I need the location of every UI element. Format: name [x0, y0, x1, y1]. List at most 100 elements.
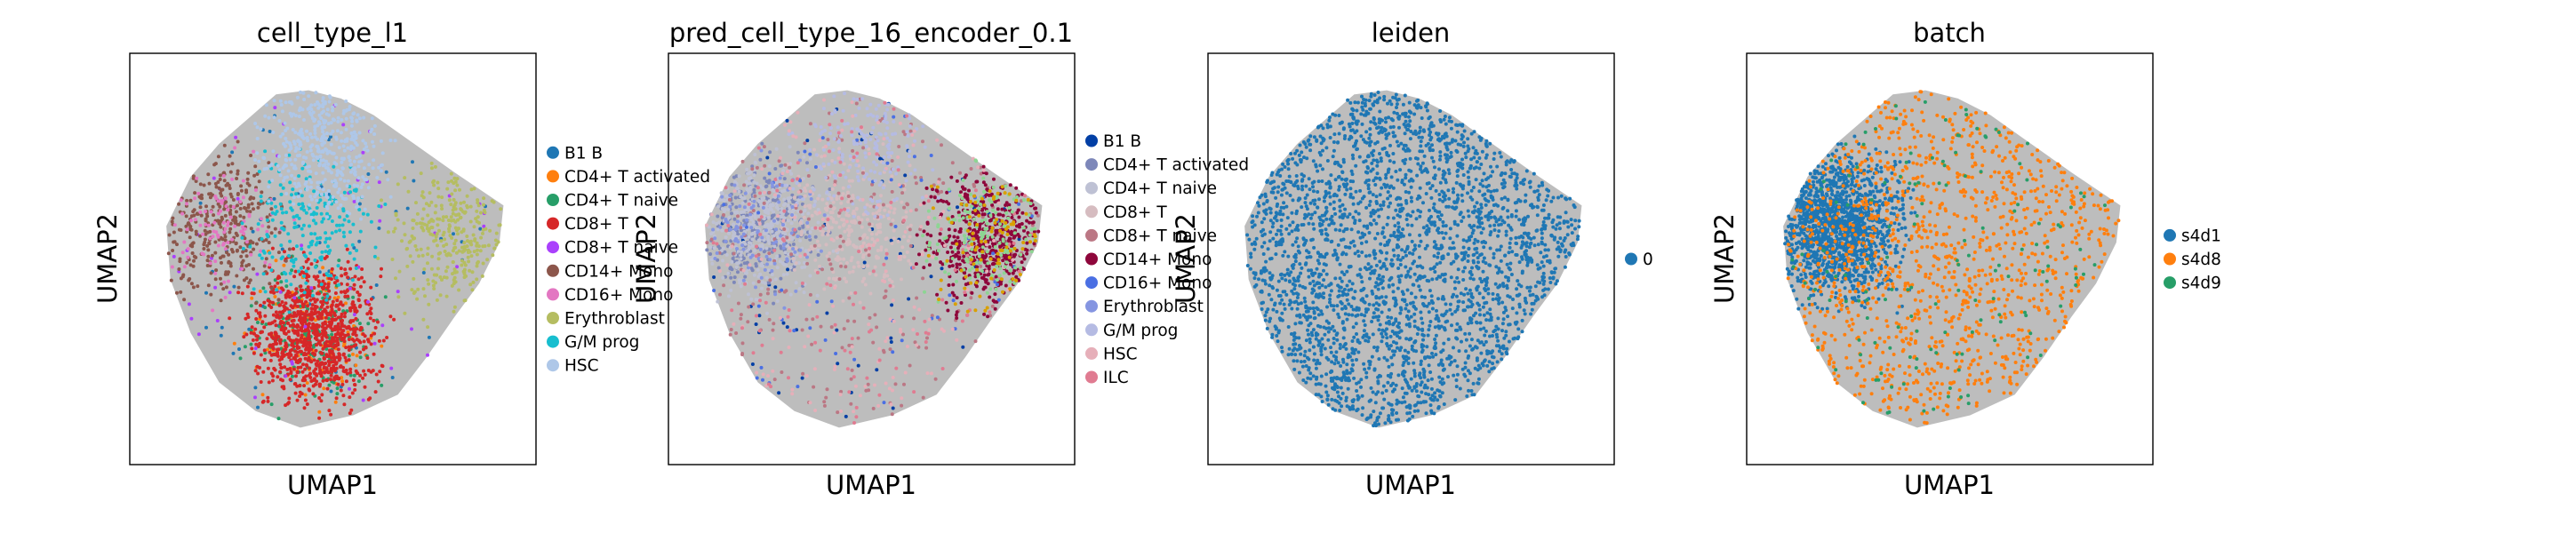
data-point [973, 339, 978, 344]
data-point [347, 155, 351, 159]
data-point [855, 127, 860, 131]
data-point [352, 246, 356, 250]
data-point [228, 227, 233, 231]
data-point [889, 222, 893, 227]
data-point [798, 195, 803, 199]
data-point [1029, 214, 1034, 219]
data-point [885, 161, 890, 165]
data-point [308, 131, 313, 136]
data-point [984, 171, 988, 176]
data-point [996, 298, 1001, 302]
data-point [756, 230, 760, 235]
data-point [429, 161, 434, 165]
data-point [741, 247, 746, 251]
data-point [929, 234, 933, 238]
data-point [750, 167, 755, 171]
data-point [739, 257, 743, 261]
data-point [972, 182, 976, 187]
data-point [935, 251, 940, 256]
data-point [258, 290, 262, 293]
data-point [290, 343, 294, 347]
data-point [925, 232, 930, 236]
data-point [768, 258, 772, 262]
data-point [335, 336, 340, 340]
data-point [432, 239, 436, 243]
data-point [340, 379, 345, 384]
data-point [841, 186, 845, 190]
data-point [265, 337, 269, 341]
data-point [276, 281, 280, 285]
data-point [804, 317, 809, 322]
data-point [440, 207, 444, 211]
data-point [196, 284, 200, 289]
legend-label: CD4+ T naive [564, 192, 678, 211]
data-point [342, 190, 347, 195]
data-point [282, 304, 286, 308]
data-point [808, 237, 812, 242]
data-point [284, 139, 289, 144]
data-point [241, 259, 245, 263]
data-point [332, 151, 336, 155]
data-point [288, 200, 292, 204]
data-point [223, 227, 228, 231]
data-point [936, 199, 940, 203]
data-point [992, 177, 996, 181]
data-point [318, 382, 323, 386]
data-point [292, 367, 296, 371]
data-point [334, 366, 339, 370]
data-point [396, 290, 400, 294]
data-point [735, 187, 740, 191]
data-point [243, 236, 247, 241]
data-point [169, 278, 173, 282]
data-point [254, 317, 259, 321]
data-point [315, 334, 319, 338]
data-point [239, 188, 244, 193]
data-point [748, 170, 753, 174]
data-point [967, 274, 972, 278]
data-point [460, 250, 465, 254]
data-point [298, 106, 302, 110]
data-point [282, 385, 286, 389]
data-point [936, 195, 940, 200]
data-point [312, 189, 316, 194]
data-point [427, 302, 431, 306]
data-point [962, 254, 966, 259]
data-point [787, 219, 790, 223]
data-point [351, 222, 356, 227]
data-point [462, 298, 467, 303]
data-point [320, 393, 324, 397]
data-point [721, 191, 724, 195]
data-point [301, 362, 305, 367]
data-point [721, 246, 725, 251]
data-point [763, 224, 767, 228]
data-point [767, 190, 772, 195]
data-point [337, 223, 341, 227]
data-point [757, 200, 762, 204]
data-point [868, 204, 873, 209]
data-point [478, 249, 483, 253]
data-point [783, 232, 788, 236]
data-point [237, 347, 241, 351]
data-point [956, 211, 961, 215]
data-point [856, 260, 860, 265]
data-point [240, 264, 244, 268]
data-point [247, 281, 252, 285]
data-point [333, 102, 338, 107]
data-point [253, 346, 258, 351]
data-point [889, 340, 893, 344]
data-point [403, 311, 407, 315]
data-point [330, 231, 334, 235]
data-point [808, 274, 812, 278]
data-point [278, 202, 283, 206]
data-point [236, 169, 240, 173]
data-point [336, 190, 340, 195]
data-point [711, 220, 716, 225]
data-point [741, 232, 746, 236]
legend-item: CD14+ Mono [547, 262, 673, 281]
data-point [276, 163, 280, 168]
data-point [292, 139, 296, 144]
data-point [874, 107, 878, 111]
data-point [472, 225, 476, 229]
data-point [772, 210, 776, 214]
data-point [427, 335, 431, 339]
